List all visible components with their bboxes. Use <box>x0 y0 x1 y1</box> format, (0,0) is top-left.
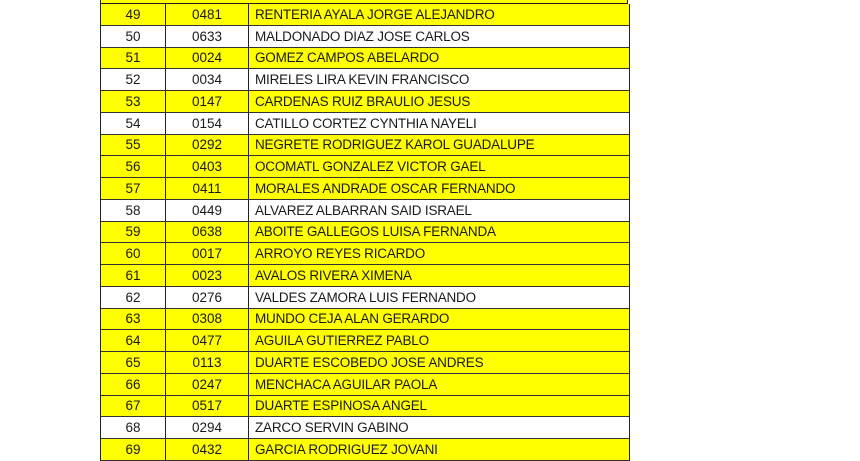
student-name: ARROYO REYES RICARDO <box>255 246 426 262</box>
table-row: 63 0308 MUNDO CEJA ALAN GERARDO <box>101 308 629 331</box>
student-code: 0024 <box>166 47 249 69</box>
row-number: 60 <box>101 243 166 264</box>
student-name: ABOITE GALLEGOS LUISA FERNANDA <box>255 224 496 240</box>
student-name: MIRELES LIRA KEVIN FRANCISCO <box>255 72 470 88</box>
student-code: 0113 <box>166 352 249 373</box>
table-row: 52 0034 MIRELES LIRA KEVIN FRANCISCO <box>101 69 629 91</box>
student-name: MUNDO CEJA ALAN GERARDO <box>255 311 450 327</box>
table-row: 59 0638 ABOITE GALLEGOS LUISA FERNANDA <box>101 221 629 244</box>
row-number: 69 <box>101 439 166 460</box>
row-number: 58 <box>101 199 166 221</box>
row-number: 63 <box>101 308 166 330</box>
row-number: 65 <box>101 352 166 373</box>
table-row: 53 0147 CARDENAS RUIZ BRAULIO JESUS <box>101 91 629 113</box>
row-number: 64 <box>101 330 166 351</box>
row-number: 62 <box>101 286 166 308</box>
table-row: 58 0449 ALVAREZ ALBARRAN SAID ISRAEL <box>101 199 629 222</box>
student-name: DUARTE ESPINOSA ANGEL <box>255 398 427 414</box>
student-list-table: 49 0481 RENTERIA AYALA JORGE ALEJANDRO 50 06… <box>100 4 630 461</box>
row-number: 66 <box>101 373 166 395</box>
student-code: 0147 <box>166 91 249 112</box>
table-row: 66 0247 MENCHACA AGUILAR PAOLA <box>101 373 629 396</box>
student-name: MORALES ANDRADE OSCAR FERNANDO <box>255 180 516 196</box>
table-row: 49 0481 RENTERIA AYALA JORGE ALEJANDRO <box>101 4 629 26</box>
table-row: 62 0276 VALDES ZAMORA LUIS FERNANDO <box>101 286 629 309</box>
student-name: MENCHACA AGUILAR PAOLA <box>255 376 438 392</box>
student-name: ZARCO SERVIN GABINO <box>255 420 409 436</box>
row-number: 50 <box>101 25 166 47</box>
student-code: 0517 <box>166 395 249 417</box>
student-code: 0023 <box>166 265 249 286</box>
row-number: 53 <box>101 91 166 112</box>
previous-row-fragment <box>100 0 628 4</box>
student-name: CARDENAS RUIZ BRAULIO JESUS <box>255 93 471 109</box>
student-name: NEGRETE RODRIGUEZ KAROL GUADALUPE <box>255 137 535 153</box>
table-row: 60 0017 ARROYO REYES RICARDO <box>101 243 629 265</box>
student-code: 0247 <box>166 373 249 395</box>
row-number: 67 <box>101 395 166 417</box>
row-number: 57 <box>101 178 166 199</box>
row-number: 61 <box>101 265 166 286</box>
row-number: 52 <box>101 69 166 90</box>
student-code: 0411 <box>166 178 249 199</box>
row-number: 56 <box>101 156 166 177</box>
student-name: GARCIA RODRIGUEZ JOVANI <box>255 441 438 457</box>
student-name: CATILLO CORTEZ CYNTHIA NAYELI <box>255 115 477 131</box>
table-row: 55 0292 NEGRETE RODRIGUEZ KAROL GUADALUPE <box>101 134 629 157</box>
row-number: 51 <box>101 47 166 69</box>
student-code: 0034 <box>166 69 249 90</box>
student-name: MALDONADO DIAZ JOSE CARLOS <box>255 28 470 44</box>
row-number: 49 <box>101 4 166 25</box>
student-code: 0481 <box>166 4 249 25</box>
student-code: 0403 <box>166 156 249 177</box>
row-number: 55 <box>101 134 166 156</box>
student-code: 0477 <box>166 330 249 351</box>
student-code: 0432 <box>166 439 249 460</box>
student-name: AGUILA GUTIERREZ PABLO <box>255 333 429 349</box>
student-name: DUARTE ESCOBEDO JOSE ANDRES <box>255 354 484 370</box>
table-row: 50 0633 MALDONADO DIAZ JOSE CARLOS <box>101 25 629 48</box>
student-code: 0638 <box>166 221 249 243</box>
student-code: 0308 <box>166 308 249 330</box>
table-row: 64 0477 AGUILA GUTIERREZ PABLO <box>101 330 629 352</box>
table-row: 65 0113 DUARTE ESCOBEDO JOSE ANDRES <box>101 352 629 374</box>
student-name: OCOMATL GONZALEZ VICTOR GAEL <box>255 159 486 175</box>
student-name: GOMEZ CAMPOS ABELARDO <box>255 50 440 66</box>
table-row: 57 0411 MORALES ANDRADE OSCAR FERNANDO <box>101 178 629 200</box>
student-name: VALDES ZAMORA LUIS FERNANDO <box>255 289 476 305</box>
student-code: 0449 <box>166 199 249 221</box>
table-row: 61 0023 AVALOS RIVERA XIMENA <box>101 265 629 287</box>
table-row: 54 0154 CATILLO CORTEZ CYNTHIA NAYELI <box>101 112 629 135</box>
student-code: 0276 <box>166 286 249 308</box>
student-code: 0154 <box>166 112 249 134</box>
row-number: 54 <box>101 112 166 134</box>
student-code: 0292 <box>166 134 249 156</box>
table-row: 51 0024 GOMEZ CAMPOS ABELARDO <box>101 47 629 70</box>
student-code: 0294 <box>166 417 249 438</box>
student-name: AVALOS RIVERA XIMENA <box>255 267 412 283</box>
row-number: 59 <box>101 221 166 243</box>
student-code: 0633 <box>166 25 249 47</box>
table-row: 56 0403 OCOMATL GONZALEZ VICTOR GAEL <box>101 156 629 178</box>
table-row: 68 0294 ZARCO SERVIN GABINO <box>101 417 629 439</box>
student-name: RENTERIA AYALA JORGE ALEJANDRO <box>255 6 495 22</box>
table-row: 67 0517 DUARTE ESPINOSA ANGEL <box>101 395 629 418</box>
student-code: 0017 <box>166 243 249 264</box>
row-number: 68 <box>101 417 166 438</box>
student-name: ALVAREZ ALBARRAN SAID ISRAEL <box>255 202 472 218</box>
